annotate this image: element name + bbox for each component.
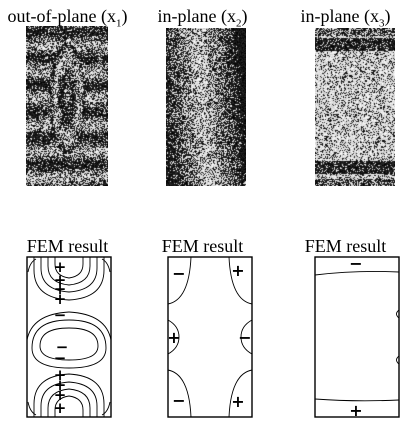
- sign-plus: +: [349, 401, 362, 418]
- sign-plus: +: [54, 280, 67, 298]
- fem-contour-plot-in-plane-x2: − + + − − +: [167, 256, 253, 418]
- sign-plus: +: [54, 376, 67, 394]
- title-fem-result-2: FEM result: [161, 236, 244, 256]
- sign-plus: +: [54, 386, 67, 404]
- sign-minus: −: [349, 256, 362, 273]
- sign-plus: +: [54, 399, 67, 417]
- speckle-image-in-plane-x3: [315, 28, 395, 186]
- sign-plus: +: [54, 258, 67, 276]
- fem-contour-plot-in-plane-x3: − +: [314, 256, 400, 418]
- speckle-image-in-plane-x2: [166, 28, 246, 186]
- sign-minus: −: [172, 264, 185, 283]
- fem-frame: [314, 256, 400, 418]
- fem-contour-plot-out-of-plane: + + + + − − − + + + +: [26, 256, 112, 418]
- title-in-plane-x2: in-plane (x2): [157, 6, 248, 30]
- sign-minus: −: [172, 391, 185, 410]
- sign-plus: +: [231, 392, 244, 411]
- sign-minus: −: [54, 306, 67, 324]
- sign-plus: +: [54, 271, 67, 289]
- title-fem-result-3: FEM result: [304, 236, 387, 256]
- title-out-of-plane-x1: out-of-plane (x1): [7, 6, 128, 30]
- sign-plus: +: [231, 261, 244, 280]
- fem-frame: [26, 256, 112, 418]
- sign-minus: −: [54, 349, 67, 367]
- sign-minus: −: [56, 338, 69, 356]
- sign-plus: +: [54, 366, 67, 384]
- title-in-plane-x3: in-plane (x3): [300, 6, 391, 30]
- title-fem-result-1: FEM result: [26, 236, 109, 256]
- sign-plus: +: [167, 328, 180, 347]
- sign-minus: −: [238, 328, 251, 347]
- speckle-image-out-of-plane: [26, 26, 108, 186]
- sign-plus: +: [54, 290, 67, 308]
- fem-frame: [167, 256, 253, 418]
